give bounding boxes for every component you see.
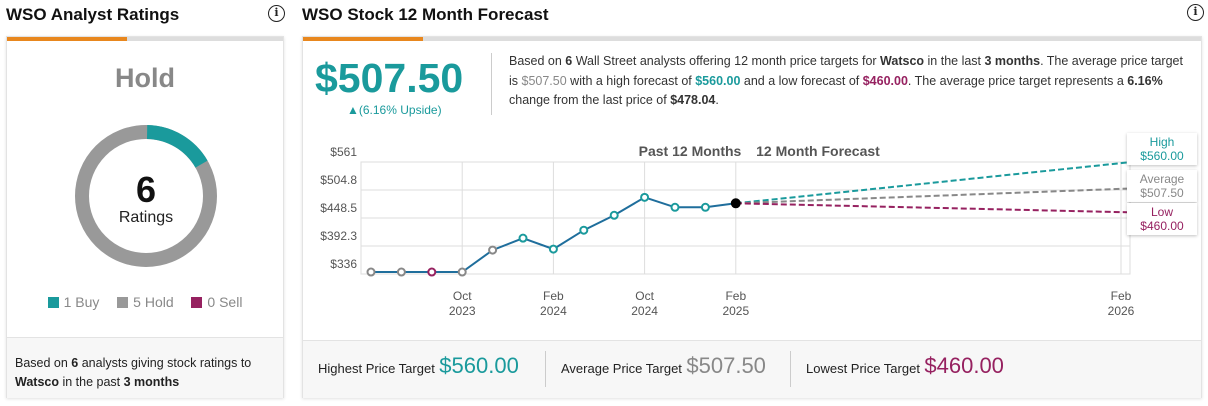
ratings-footer: Based on 6 analysts giving stock ratings… — [7, 337, 283, 398]
y-tick-label: $561 — [330, 145, 357, 159]
data-point — [396, 267, 406, 277]
x-tick-month: Oct — [635, 289, 654, 303]
data-point — [700, 202, 710, 212]
upside-label: ▲(6.16% Upside) — [347, 103, 442, 117]
data-point — [488, 245, 498, 255]
data-point — [640, 192, 650, 202]
data-point — [730, 198, 741, 209]
x-tick-month: Feb — [1111, 289, 1132, 303]
x-tick-year: 2026 — [1108, 304, 1135, 318]
data-point — [579, 225, 589, 235]
forecast-description: Based on 6 Wall Street analysts offering… — [509, 54, 1183, 107]
info-icon[interactable]: i — [1187, 4, 1204, 21]
forecast-title: WSO Stock 12 Month Forecast — [302, 5, 549, 24]
forecast-high-line — [735, 161, 1128, 205]
highest-target: Highest Price Target $560.00 — [318, 353, 519, 378]
data-point — [609, 210, 619, 220]
data-point — [670, 202, 680, 212]
legend-sell: 0 Sell — [191, 294, 242, 310]
donut-hold-segment — [75, 125, 217, 267]
ratings-donut — [75, 125, 217, 267]
consensus-label: Hold — [115, 63, 175, 93]
chart-title-forecast: 12 Month Forecast — [756, 143, 880, 159]
tooltip-high: High $560.00 — [1127, 133, 1197, 165]
data-point — [548, 244, 558, 254]
x-tick-year: 2023 — [449, 304, 476, 318]
ratings-legend: 1 Buy 5 Hold 0 Sell — [7, 294, 283, 312]
x-tick-month: Feb — [543, 289, 564, 303]
ratings-count: 6 — [135, 169, 157, 210]
y-tick-label: $336 — [330, 257, 357, 271]
chart-title-past: Past 12 Months — [639, 143, 742, 159]
y-tick-label: $448.5 — [320, 201, 357, 215]
data-point — [366, 267, 376, 277]
forecast-low-line — [735, 202, 1128, 214]
price-chart: $561$504.8$448.5$392.3$336Oct2023Feb2024… — [320, 143, 1135, 318]
y-tick-label: $504.8 — [320, 173, 357, 187]
data-point — [518, 233, 528, 243]
x-tick-year: 2024 — [540, 304, 567, 318]
average-target: Average Price Target $507.50 — [561, 353, 766, 378]
data-point — [457, 267, 467, 277]
average-price: $507.50 — [315, 55, 464, 101]
x-tick-year: 2024 — [631, 304, 658, 318]
forecast-card: $507.50 ▲(6.16% Upside) Based on 6 Wall … — [302, 36, 1202, 398]
tooltip-average: Average $507.50 — [1127, 170, 1197, 202]
legend-buy: 1 Buy — [47, 294, 99, 310]
x-tick-month: Oct — [453, 289, 472, 303]
ratings-count-label: Ratings — [118, 209, 174, 226]
x-tick-year: 2025 — [722, 304, 749, 318]
x-tick-month: Feb — [725, 289, 746, 303]
ratings-card: Hold 6 Ratings 1 Buy 5 Hold 0 Sell Based… — [6, 36, 284, 398]
legend-hold: 5 Hold — [117, 294, 174, 310]
y-tick-label: $392.3 — [320, 229, 357, 243]
price-targets-bar: Highest Price Target $560.00 Average Pri… — [303, 340, 1201, 398]
info-icon[interactable]: i — [268, 5, 285, 22]
tooltip-low: Low $460.00 — [1127, 203, 1197, 235]
data-point — [427, 267, 437, 277]
ratings-title: WSO Analyst Ratings — [6, 5, 180, 24]
donut-buy-segment — [75, 125, 217, 267]
lowest-target: Lowest Price Target $460.00 — [806, 353, 1004, 378]
forecast-average-line — [735, 187, 1128, 205]
